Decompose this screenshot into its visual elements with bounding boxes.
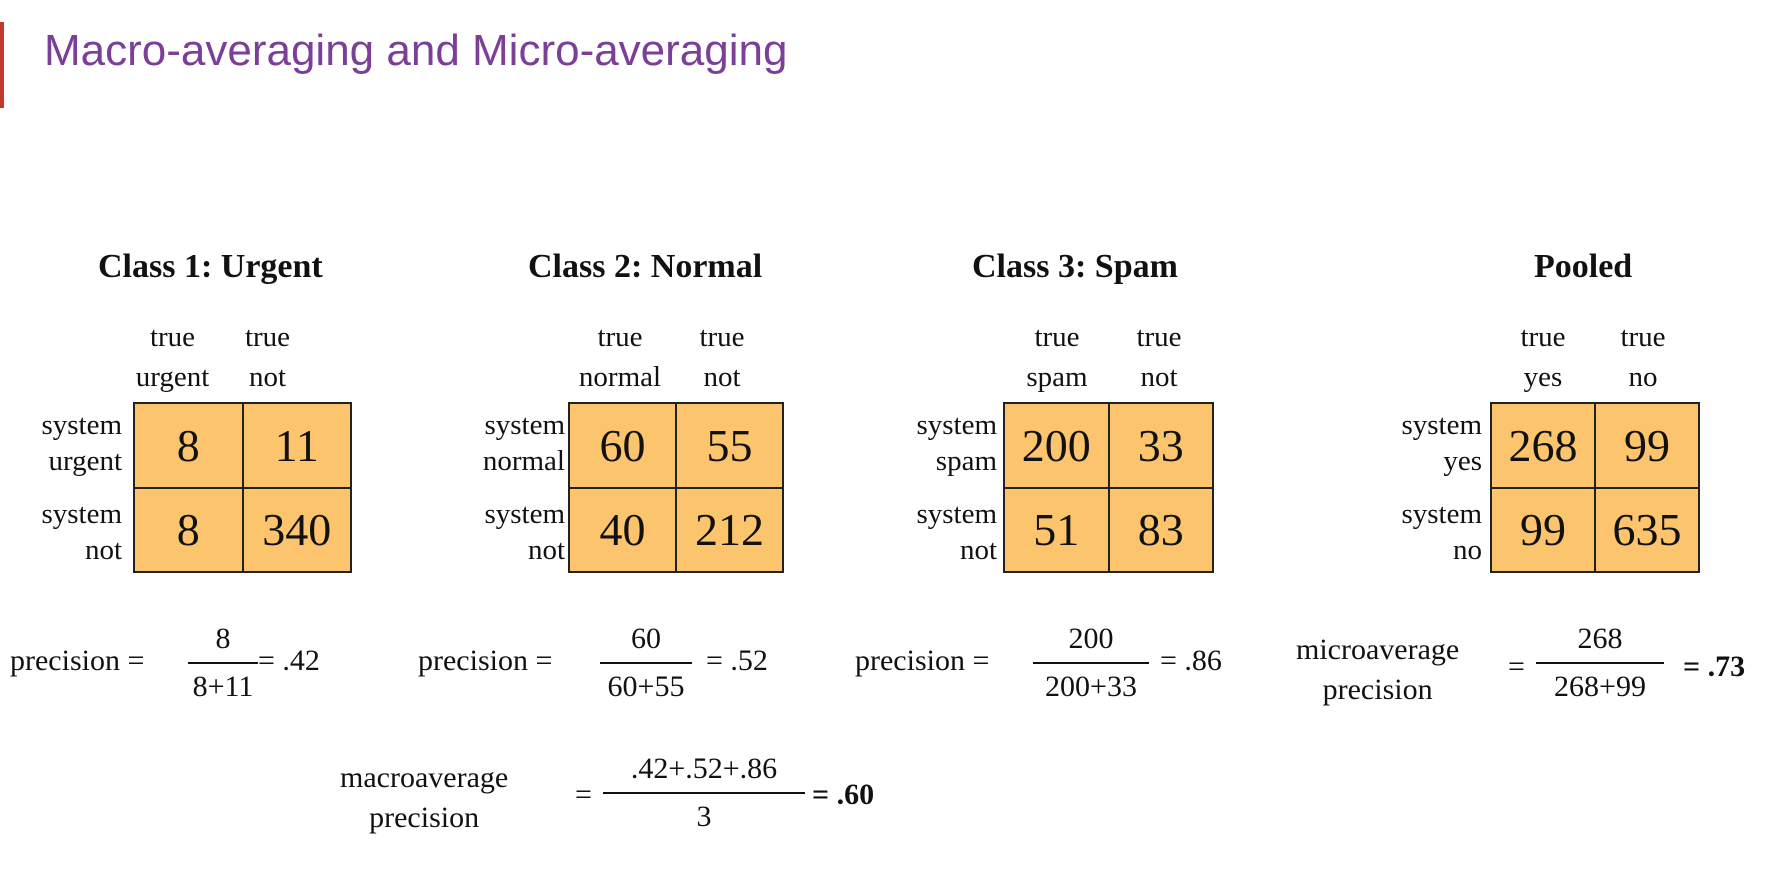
matrix-cell: 268: [1492, 404, 1594, 487]
accent-bar: [0, 22, 4, 108]
microaverage-result: = .73: [1683, 650, 1746, 683]
numerator: 268: [1577, 622, 1623, 655]
row-label: system yes: [1401, 409, 1482, 477]
matrix-cell: 51: [1005, 488, 1108, 571]
numerator: 8: [215, 622, 231, 655]
equals-sign: =: [575, 778, 592, 811]
column-label: true not: [1136, 321, 1182, 393]
precision-label: precision =: [855, 644, 990, 677]
precision-fraction: 8 8+11: [188, 620, 258, 706]
precision-fraction: 60 60+55: [600, 620, 692, 706]
row-label: system normal: [482, 409, 565, 477]
numerator: .42+.52+.86: [630, 752, 778, 785]
denominator: 268+99: [1554, 670, 1646, 703]
column-label: true yes: [1520, 321, 1566, 393]
precision-result: = .52: [706, 644, 768, 677]
macroaverage-fraction: .42+.52+.86 3: [603, 750, 805, 836]
matrix-cell: 83: [1109, 488, 1212, 571]
precision-label: precision =: [10, 644, 145, 677]
class-title: Class 2: Normal: [528, 248, 763, 285]
row-label: system not: [484, 498, 565, 566]
equals-sign: =: [1508, 650, 1525, 683]
confusion-matrix: 268 99 99 635: [1490, 402, 1700, 573]
class-title: Pooled: [1534, 248, 1633, 285]
row-label: system urgent: [41, 409, 122, 477]
fraction-bar: [1033, 662, 1149, 664]
matrix-cell: 99: [1596, 404, 1698, 487]
matrix-cell: 60: [570, 404, 675, 487]
denominator: 8+11: [192, 670, 254, 703]
matrix-cell: 11: [243, 404, 350, 487]
precision-result: = .42: [258, 644, 320, 677]
matrix-cell: 635: [1596, 488, 1698, 571]
fraction-bar: [188, 662, 258, 664]
matrix-cell: 212: [677, 488, 782, 571]
row-label: system not: [916, 498, 997, 566]
column-label: true spam: [1026, 321, 1088, 393]
row-label: system spam: [916, 409, 997, 477]
precision-result: = .86: [1160, 644, 1222, 677]
microaverage-label: microaverage precision: [1296, 633, 1460, 706]
macroaverage-result: = .60: [812, 778, 875, 811]
fraction-bar: [1536, 662, 1664, 664]
matrix-cell: 33: [1109, 404, 1212, 487]
precision-fraction: 200 200+33: [1033, 620, 1149, 706]
column-label: true not: [244, 321, 291, 393]
row-label: system no: [1401, 498, 1482, 566]
matrix-cell: 200: [1005, 404, 1108, 487]
numerator: 60: [631, 622, 661, 655]
row-label: system not: [41, 498, 122, 566]
confusion-matrix: 8 11 8 340: [133, 402, 352, 573]
numerator: 200: [1068, 622, 1114, 655]
precision-label: precision =: [418, 644, 553, 677]
confusion-matrix: 60 55 40 212: [568, 402, 784, 573]
confusion-matrix: 200 33 51 83: [1003, 402, 1214, 573]
matrix-cell: 55: [677, 404, 782, 487]
microaverage-fraction: 268 268+99: [1536, 620, 1664, 706]
class-title: Class 1: Urgent: [98, 248, 323, 285]
denominator: 60+55: [607, 670, 685, 703]
matrix-cell: 8: [135, 404, 242, 487]
macroaverage-label: macroaverage precision: [340, 761, 509, 834]
slide-title: Macro-averaging and Micro-averaging: [44, 26, 788, 75]
fraction-bar: [603, 792, 805, 794]
matrix-cell: 40: [570, 488, 675, 571]
denominator: 200+33: [1045, 670, 1137, 703]
matrix-cell: 8: [135, 488, 242, 571]
column-label: true not: [699, 321, 745, 393]
class-title: Class 3: Spam: [972, 248, 1178, 285]
column-label: true normal: [578, 321, 662, 393]
matrix-cell: 340: [243, 488, 350, 571]
matrix-cell: 99: [1492, 488, 1594, 571]
fraction-bar: [600, 662, 692, 664]
column-label: true urgent: [135, 321, 210, 393]
denominator: 3: [696, 800, 712, 833]
column-label: true no: [1620, 321, 1666, 393]
